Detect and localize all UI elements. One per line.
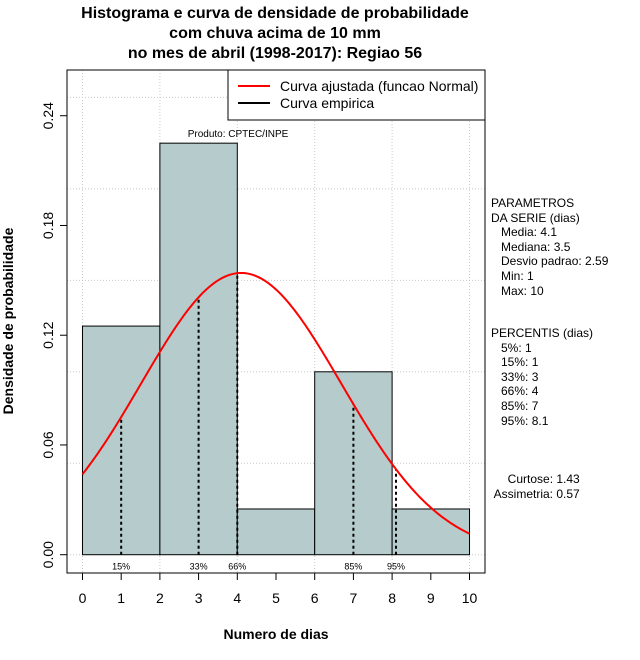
series-moments: Curtose: 1.43 Assimetria: 0.57 — [493, 472, 580, 501]
title-line-3: no mes de abril (1998-2017): Regiao 56 — [127, 45, 423, 62]
chart-title: Histograma e curva de densidade de proba… — [0, 4, 550, 64]
x-tick-label-1: 1 — [117, 590, 125, 606]
title-line-1: Histograma e curva de densidade de proba… — [81, 5, 469, 22]
x-tick-label-9: 9 — [427, 590, 435, 606]
series-percentiles: PERCENTIS (dias) 5%: 1 15%: 1 33%: 3 66%… — [491, 326, 594, 428]
legend-empirical-label: Curva empirica — [280, 95, 374, 111]
product-annotation: Produto: CPTEC/INPE — [188, 129, 289, 140]
percentile-66-label: 66% — [228, 562, 246, 572]
legend-box — [227, 69, 486, 121]
title-line-2: com chuva acima de 10 mm — [169, 25, 381, 42]
y-tick-label-2: 0.12 — [40, 321, 56, 348]
x-axis-label: Numero de dias — [223, 626, 328, 642]
percentile-33-label: 33% — [190, 562, 208, 572]
bars-layer — [81, 142, 471, 556]
percentile-markers-layer: 15% 33% 66% 85% 95% — [112, 273, 405, 572]
y-axis-label: Densidade de probabilidade — [0, 227, 16, 414]
x-tick-label-2: 2 — [156, 590, 164, 606]
x-tick-label-6: 6 — [311, 590, 319, 606]
x-tick-label-0: 0 — [79, 590, 87, 606]
percentile-95-label: 95% — [387, 562, 405, 572]
x-tick-label-10: 10 — [462, 590, 478, 606]
x-tick-label-5: 5 — [272, 590, 280, 606]
percentile-85-label: 85% — [344, 562, 362, 572]
percentile-15-label: 15% — [112, 562, 130, 572]
axes-layer: 0 1 2 3 4 5 6 7 8 9 10 0.00 0.06 0.12 0.18 0.24 — [40, 102, 478, 606]
x-tick-label-7: 7 — [350, 590, 358, 606]
legend-fitted-label: Curva ajustada (funcao Normal) — [280, 78, 478, 94]
y-tick-label-1: 0.06 — [40, 431, 56, 458]
y-tick-label-0: 0.00 — [40, 541, 56, 568]
fitted-normal-curve — [81, 271, 470, 535]
legend: Curva ajustada (funcao Normal) Curva emp… — [227, 69, 486, 121]
series-parameters: PARAMETROS DA SERIE (dias) Media: 4.1 Me… — [491, 196, 609, 298]
y-tick-label-3: 0.18 — [40, 212, 56, 239]
x-tick-label-8: 8 — [388, 590, 396, 606]
x-tick-label-4: 4 — [233, 590, 241, 606]
histogram-bar-5 — [391, 508, 471, 556]
x-tick-label-3: 3 — [195, 590, 203, 606]
y-tick-label-4: 0.24 — [40, 102, 56, 129]
histogram-bar-3 — [236, 508, 316, 556]
